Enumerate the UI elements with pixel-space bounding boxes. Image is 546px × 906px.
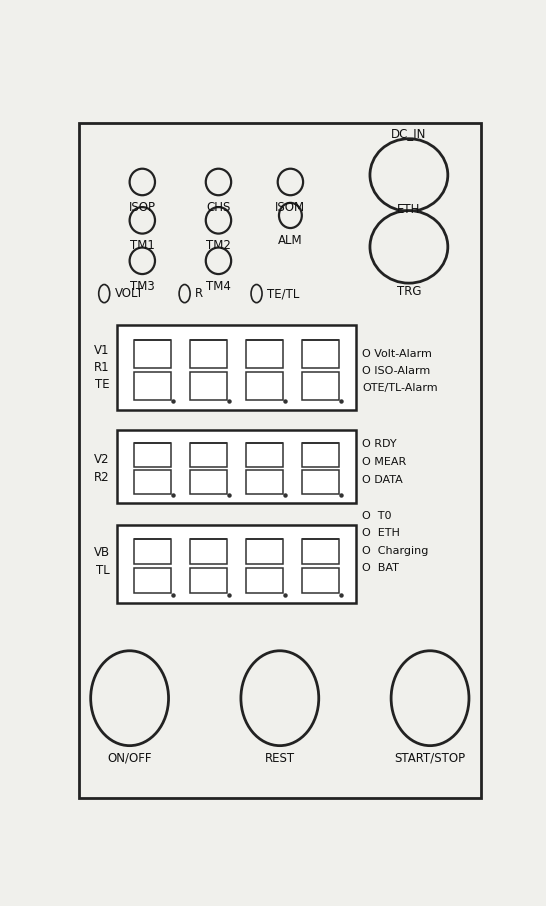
Text: DC_IN: DC_IN: [391, 127, 426, 140]
Text: VB: VB: [93, 546, 110, 559]
Text: TL: TL: [96, 564, 110, 577]
Text: V2: V2: [94, 453, 110, 466]
Ellipse shape: [91, 651, 169, 746]
Text: TM1: TM1: [130, 239, 155, 252]
Text: O  BAT: O BAT: [363, 564, 399, 573]
Text: TM3: TM3: [130, 280, 155, 293]
Text: R1: R1: [94, 361, 110, 374]
Text: ISOP: ISOP: [129, 201, 156, 214]
Circle shape: [179, 284, 190, 303]
Ellipse shape: [370, 139, 448, 211]
Ellipse shape: [129, 247, 155, 274]
Circle shape: [99, 284, 110, 303]
Text: ON/OFF: ON/OFF: [108, 752, 152, 765]
Text: VOLT: VOLT: [115, 287, 144, 300]
Text: O  ETH: O ETH: [363, 528, 400, 538]
Text: ETH: ETH: [397, 203, 420, 217]
Ellipse shape: [129, 207, 155, 234]
FancyBboxPatch shape: [117, 525, 356, 602]
Text: TE/TL: TE/TL: [267, 287, 300, 300]
Ellipse shape: [241, 651, 319, 746]
Ellipse shape: [206, 169, 231, 195]
Text: OTE/TL-Alarm: OTE/TL-Alarm: [363, 382, 438, 393]
Ellipse shape: [206, 247, 231, 274]
Text: CHS: CHS: [206, 201, 230, 214]
Ellipse shape: [206, 207, 231, 234]
Text: O MEAR: O MEAR: [363, 457, 407, 467]
FancyBboxPatch shape: [79, 122, 481, 798]
Text: TRG: TRG: [396, 284, 421, 297]
Text: TM2: TM2: [206, 239, 231, 252]
Text: V1: V1: [94, 344, 110, 357]
Text: O DATA: O DATA: [363, 475, 403, 485]
Ellipse shape: [391, 651, 469, 746]
Text: O ISO-Alarm: O ISO-Alarm: [363, 366, 431, 376]
Text: REST: REST: [265, 752, 295, 765]
FancyBboxPatch shape: [117, 429, 356, 503]
Text: O Volt-Alarm: O Volt-Alarm: [363, 350, 432, 360]
Ellipse shape: [370, 210, 448, 283]
Text: TM4: TM4: [206, 280, 231, 293]
Text: TE: TE: [95, 379, 110, 391]
Text: R: R: [195, 287, 203, 300]
Text: O RDY: O RDY: [363, 439, 397, 448]
FancyBboxPatch shape: [117, 325, 356, 410]
Ellipse shape: [129, 169, 155, 195]
Ellipse shape: [278, 169, 303, 195]
Ellipse shape: [279, 203, 302, 228]
Text: ISOM: ISOM: [275, 201, 305, 214]
Text: ALM: ALM: [278, 234, 302, 246]
Text: O  Charging: O Charging: [363, 546, 429, 556]
Circle shape: [251, 284, 262, 303]
Text: START/STOP: START/STOP: [394, 752, 466, 765]
Text: R2: R2: [94, 470, 110, 484]
Text: O  T0: O T0: [363, 511, 392, 521]
